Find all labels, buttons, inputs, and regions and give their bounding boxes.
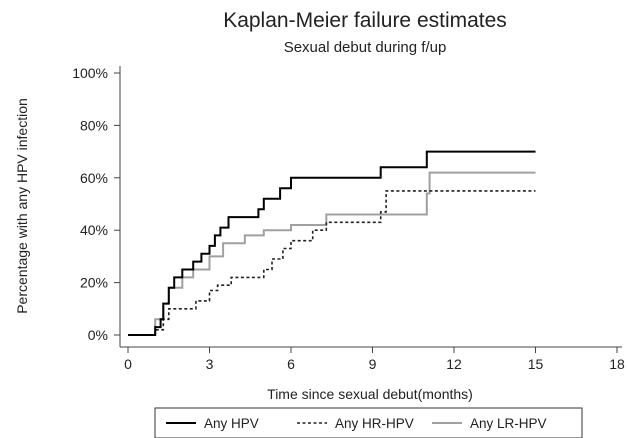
x-tick-label: 9 — [369, 356, 377, 372]
series-line-any-lr-hpv — [128, 171, 536, 336]
x-tick-label: 6 — [287, 356, 295, 372]
y-axis-label: Percentage with any HPV infection — [14, 98, 30, 314]
legend: Any HPV Any HR-HPV Any LR-HPV — [154, 407, 583, 438]
y-tick-label: 20% — [80, 275, 108, 291]
chart-title: Kaplan-Meier failure estimates — [223, 9, 507, 32]
y-tick-label: 0% — [88, 327, 108, 343]
y-tick-label: 60% — [80, 170, 108, 186]
y-tick-label: 40% — [80, 222, 108, 238]
x-tick-label: 18 — [609, 356, 625, 372]
legend-label: Any LR-HPV — [470, 416, 547, 431]
x-axis-label: Time since sexual debut(months) — [267, 386, 473, 402]
chart-subtitle: Sexual debut during f/up — [284, 39, 447, 56]
axis-ticks: 0 3 6 9 12 15 18 0% 20% 40% 60% 80% 100% — [72, 65, 625, 372]
legend-label: Any HPV — [204, 416, 259, 431]
legend-label: Any HR-HPV — [335, 416, 414, 431]
series-line-any-hr-hpv — [128, 190, 536, 336]
x-tick-label: 15 — [528, 356, 544, 372]
series-layer — [128, 150, 536, 336]
x-tick-label: 12 — [446, 356, 462, 372]
x-tick-label: 0 — [124, 356, 132, 372]
y-tick-label: 100% — [72, 65, 108, 81]
x-tick-label: 3 — [206, 356, 214, 372]
legend-items: Any HPV Any HR-HPV Any LR-HPV — [166, 416, 547, 431]
legend-box — [154, 407, 583, 438]
series-line-any-hpv — [128, 150, 536, 336]
y-tick-label: 80% — [80, 117, 108, 133]
